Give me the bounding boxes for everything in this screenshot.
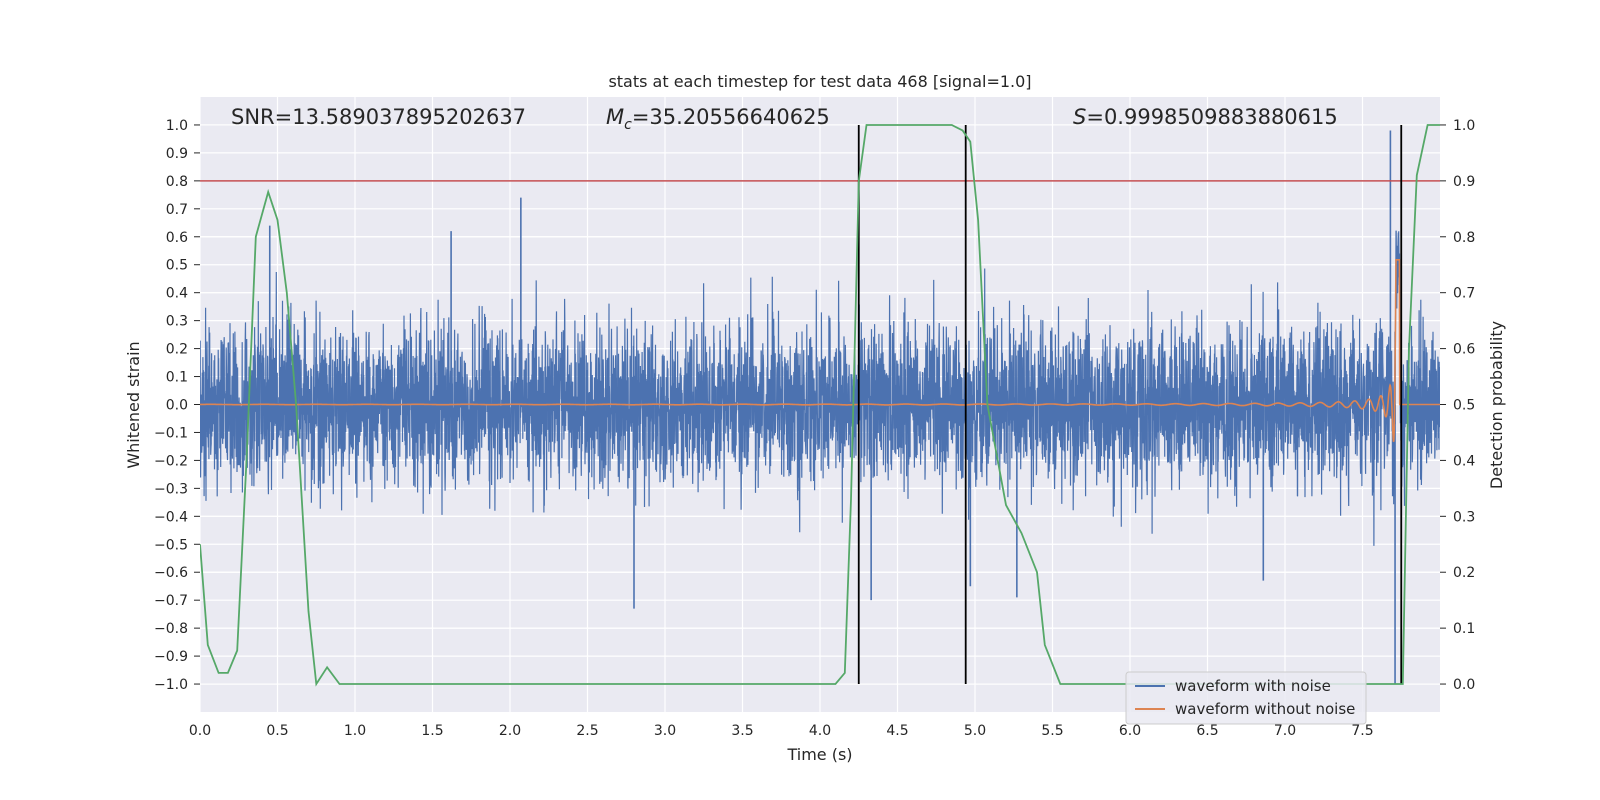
y-tick-label: 1.0 (166, 118, 188, 134)
y-tick-label: −1.0 (154, 677, 188, 693)
y-tick-label: 0.3 (166, 314, 188, 330)
y2-tick-label: 0.8 (1453, 230, 1475, 246)
y-tick-label: 0.8 (166, 174, 188, 190)
x-tick-label: 1.0 (344, 723, 366, 739)
legend-label-clean: waveform without noise (1175, 700, 1355, 718)
mc-value: =35.20556640625 (632, 105, 830, 129)
noise-spikes (268, 130, 1396, 685)
x-tick-label: 5.0 (964, 723, 986, 739)
x-tick-label: 5.5 (1041, 723, 1063, 739)
snr-annotation: SNR=13.589037895202637 (231, 105, 526, 129)
mc-symbol: M (606, 105, 624, 129)
y2-tick-label: 0.2 (1453, 565, 1475, 581)
y2-axis-title: Detection probability (1487, 321, 1506, 489)
y2-tick-label: 1.0 (1453, 118, 1475, 134)
legend-box (1125, 671, 1367, 725)
y-tick-label: −0.2 (154, 453, 188, 469)
y-tick-label: 0.5 (166, 258, 188, 274)
series-waveform-with-noise (200, 230, 1440, 546)
plot-series (200, 124, 1440, 687)
y-tick-label: −0.4 (154, 509, 188, 525)
y-tick-label: −0.1 (154, 425, 188, 441)
y2-tick-label: 0.5 (1453, 398, 1475, 414)
y-axis-title: Whitened strain (124, 341, 143, 468)
s-value: =0.9998509883880615 (1086, 105, 1337, 129)
legend: waveform with noise waveform without noi… (1125, 671, 1367, 725)
series-waveform-without-noise (200, 259, 1440, 443)
y-tick-label: 0.1 (166, 370, 188, 386)
s-annotation: S=0.9998509883880615 (1073, 105, 1338, 129)
y-tick-label: −0.9 (154, 649, 188, 665)
x-tick-label: 7.0 (1274, 723, 1296, 739)
y2-tick-label: 0.4 (1453, 453, 1475, 469)
legend-label-noisy: waveform with noise (1175, 677, 1331, 695)
y2-tick-label: 0.9 (1453, 174, 1475, 190)
y-tick-label: 0.7 (166, 202, 188, 218)
y-tick-label: 0.6 (166, 230, 188, 246)
x-tick-label: 6.0 (1119, 723, 1141, 739)
mc-subscript: c (624, 117, 632, 133)
x-tick-label: 2.5 (576, 723, 598, 739)
x-tick-label: 1.5 (421, 723, 443, 739)
y-tick-label: −0.7 (154, 593, 188, 609)
x-tick-label: 4.5 (886, 723, 908, 739)
y2-tick-label: 0.7 (1453, 286, 1475, 302)
y2-tick-label: 0.1 (1453, 621, 1475, 637)
x-tick-label: 7.5 (1351, 723, 1373, 739)
s-symbol: S (1073, 105, 1086, 129)
x-tick-label: 0.0 (189, 723, 211, 739)
y-tick-label: 0.0 (166, 398, 188, 414)
mc-annotation: Mc=35.20556640625 (606, 105, 830, 133)
y-tick-label: 0.9 (166, 146, 188, 162)
y-tick-label: −0.3 (154, 481, 188, 497)
y2-tick-label: 0.0 (1453, 677, 1475, 693)
x-tick-label: 6.5 (1196, 723, 1218, 739)
y-tick-label: 0.2 (166, 342, 188, 358)
y2-axis-ticks: 1.0 0.9 0.8 0.7 0.6 0.5 0.4 0.3 0.2 0.1 0.0 (1440, 118, 1475, 693)
x-axis-title: Time (s) (786, 745, 852, 764)
y2-tick-label: 0.3 (1453, 509, 1475, 525)
x-tick-label: 3.0 (654, 723, 676, 739)
chart-title: stats at each timestep for test data 468… (608, 72, 1031, 91)
y-axis-ticks: 1.0 0.9 0.8 0.7 0.6 0.5 0.4 0.3 0.2 0.1 0.0 −0.1 −0.… (154, 118, 200, 693)
y-tick-label: −0.6 (154, 565, 188, 581)
y2-tick-label: 0.6 (1453, 342, 1475, 358)
x-tick-label: 4.0 (809, 723, 831, 739)
y-tick-label: 0.4 (166, 286, 188, 302)
x-tick-label: 3.5 (731, 723, 753, 739)
y-tick-label: −0.5 (154, 537, 188, 553)
x-axis-ticks: 0.0 0.5 1.0 1.5 2.0 2.5 3.0 3.5 4.0 4.5 5.0 5.5 6.0 6… (189, 723, 1374, 739)
x-tick-label: 0.5 (266, 723, 288, 739)
y-tick-label: −0.8 (154, 621, 188, 637)
x-tick-label: 2.0 (499, 723, 521, 739)
